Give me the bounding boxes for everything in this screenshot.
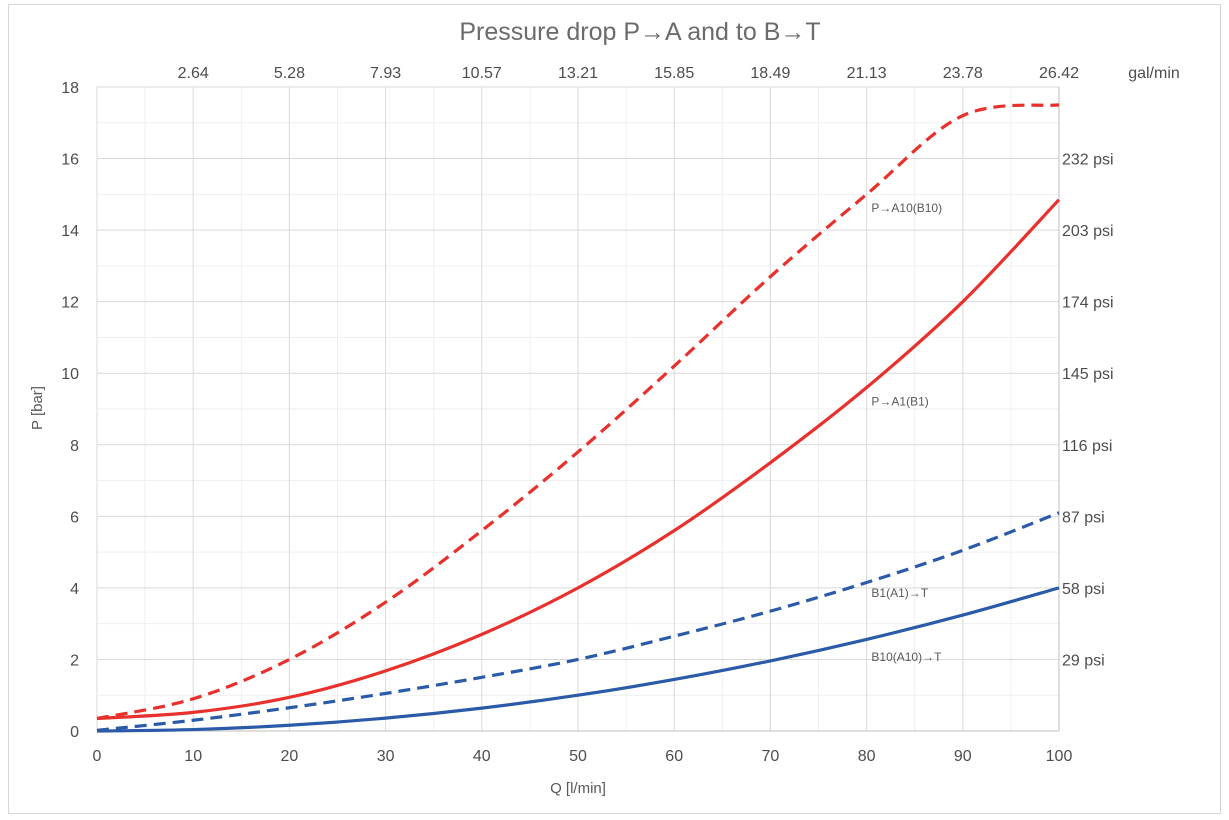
y-tick-label: 8 xyxy=(70,438,79,455)
x-tick-label: 30 xyxy=(377,748,395,765)
x-tick-label: 40 xyxy=(473,748,491,765)
series-label-0: P→A10(B10) xyxy=(871,201,942,215)
series-label-3: B10(A10)→T xyxy=(871,650,942,664)
y-tick-label: 10 xyxy=(61,366,79,383)
top-axis-tick-label: 5.28 xyxy=(274,65,305,82)
x-tick-label: 10 xyxy=(184,748,202,765)
y-axis-label: P [bar] xyxy=(29,386,46,430)
top-axis-tick-label: 13.21 xyxy=(558,65,598,82)
series-line-2 xyxy=(96,511,1060,732)
x-tick-label: 80 xyxy=(858,748,876,765)
x-tick-label: 70 xyxy=(762,748,780,765)
y-tick-label: 12 xyxy=(61,295,79,312)
top-axis-tick-label: 21.13 xyxy=(847,65,887,82)
top-axis-tick-label: 10.57 xyxy=(462,65,502,82)
y-tick-label: 4 xyxy=(70,581,79,598)
right-axis-tick-label: 29 psi xyxy=(1062,652,1105,669)
top-axis-tick-label: 26.42 xyxy=(1039,65,1079,82)
chart-title: Pressure drop P→A and to B→T xyxy=(459,18,820,46)
right-axis-tick-label: 58 psi xyxy=(1062,581,1105,598)
tick-labels: 0 10 20 30 40 50 60 70 80 90 100 0 2 4 6 8 10 12 14 16 18 2.6… xyxy=(61,65,1113,765)
top-axis-tick-label: 15.85 xyxy=(654,65,694,82)
x-tick-label: 20 xyxy=(281,748,299,765)
y-tick-label: 0 xyxy=(70,724,79,741)
series-labels: P→A10(B10) P→A1(B1) B1(A1)→T B10(A10)→T xyxy=(871,201,942,664)
series-line-1 xyxy=(96,198,1061,721)
x-tick-label: 100 xyxy=(1046,748,1073,765)
x-tick-label: 60 xyxy=(665,748,683,765)
y-tick-label: 2 xyxy=(70,652,79,669)
right-axis-tick-label: 232 psi xyxy=(1062,152,1114,169)
x-tick-label: 90 xyxy=(954,748,972,765)
right-axis-tick-label: 87 psi xyxy=(1062,509,1105,526)
y-tick-label: 16 xyxy=(61,152,79,169)
series-line-0 xyxy=(96,103,1060,721)
top-axis-tick-label: 2.64 xyxy=(178,65,209,82)
right-axis-tick-label: 145 psi xyxy=(1062,366,1114,383)
top-axis-unit: gal/min xyxy=(1128,65,1180,82)
series-label-2: B1(A1)→T xyxy=(871,586,928,600)
top-axis-tick-label: 18.49 xyxy=(750,65,790,82)
top-axis-tick-label: 7.93 xyxy=(370,65,401,82)
x-axis-label: Q [l/min] xyxy=(550,780,606,797)
right-axis-tick-label: 203 psi xyxy=(1062,223,1114,240)
right-axis-tick-label: 174 psi xyxy=(1062,295,1114,312)
series-line-3 xyxy=(96,586,1060,733)
x-tick-label: 50 xyxy=(569,748,587,765)
x-tick-label: 0 xyxy=(93,748,102,765)
series-label-1: P→A1(B1) xyxy=(871,394,928,408)
data-series xyxy=(96,103,1061,733)
y-tick-label: 18 xyxy=(61,80,79,97)
y-tick-label: 6 xyxy=(70,509,79,526)
y-tick-label: 14 xyxy=(61,223,79,240)
major-grid xyxy=(96,86,1060,732)
chart-frame xyxy=(8,4,1221,814)
top-axis-tick-label: 23.78 xyxy=(943,65,983,82)
right-axis-tick-label: 116 psi xyxy=(1062,438,1112,455)
